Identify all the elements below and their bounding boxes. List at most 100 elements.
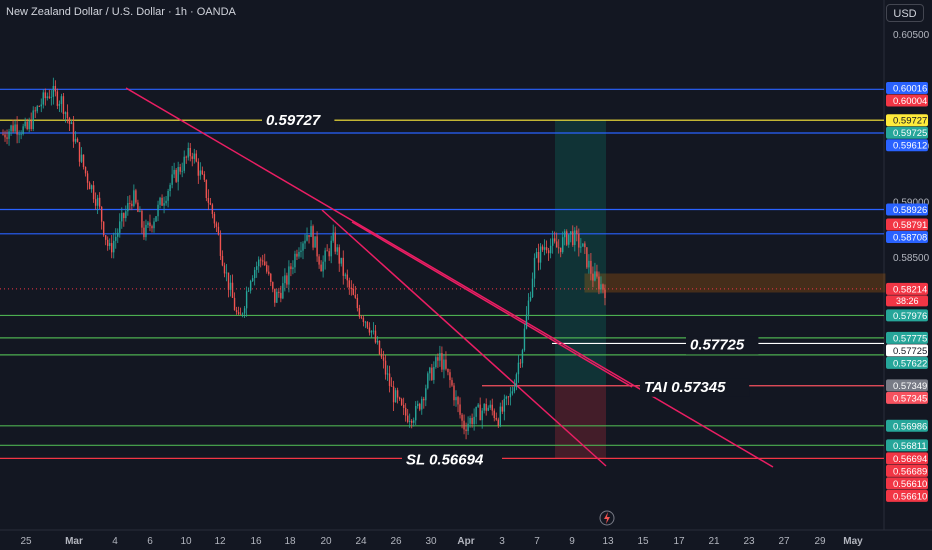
candle-body <box>284 275 286 284</box>
candle-body <box>596 271 598 277</box>
candle-body <box>74 138 77 142</box>
candle-body <box>533 257 536 279</box>
chart-title: New Zealand Dollar / U.S. Dollar · 1h · … <box>6 6 236 18</box>
price-axis-badge <box>886 94 928 107</box>
candle-body <box>109 243 111 246</box>
candle-body <box>388 373 391 386</box>
candle-body <box>342 257 344 276</box>
x-tick-label: 7 <box>534 536 540 547</box>
candle-body <box>185 156 187 158</box>
candle-body <box>312 226 314 248</box>
currency-button[interactable]: USD <box>886 4 924 22</box>
candle-body <box>427 373 429 389</box>
candle-body <box>151 226 153 229</box>
candle-body <box>221 255 224 266</box>
candle-body <box>50 96 53 98</box>
candle-body <box>441 353 443 370</box>
candle-body <box>161 197 163 206</box>
candle-body <box>18 134 20 136</box>
candle-body <box>102 221 105 236</box>
candle-body <box>523 328 526 351</box>
candle-body <box>229 282 232 290</box>
yellow-level-label: 0.59727 <box>266 112 321 129</box>
candle-body <box>48 96 51 98</box>
candle-body <box>88 182 91 190</box>
price-axis-badge <box>886 356 928 369</box>
candle-body <box>149 222 151 227</box>
candle-body <box>292 267 294 270</box>
price-axis-badge <box>886 114 928 127</box>
candle-body <box>469 417 471 424</box>
y-tick-label: 0.58500 <box>893 253 930 264</box>
candle-body <box>547 250 550 254</box>
candle-body <box>12 125 14 132</box>
candle-body <box>6 137 8 139</box>
price-axis-badge-label: 0.57976 <box>893 311 927 322</box>
white-level-label-bg <box>686 336 759 355</box>
candle-body <box>449 372 451 381</box>
candle-body <box>106 239 109 246</box>
candle-body <box>163 203 165 206</box>
price-axis-badge <box>886 419 928 432</box>
candle-body <box>56 91 59 106</box>
candle-body <box>586 247 588 268</box>
candle-body <box>445 359 447 369</box>
candle-body <box>362 317 365 323</box>
candle-body <box>527 300 530 315</box>
price-axis-badge-label: 0.57622 <box>893 358 927 369</box>
candle-body <box>483 403 485 411</box>
candle-body <box>80 154 83 162</box>
candle-body <box>495 418 497 420</box>
candle-body <box>223 265 226 274</box>
candle-body <box>555 241 558 248</box>
candle-body <box>276 291 278 303</box>
x-tick-label: 29 <box>814 536 826 547</box>
candle-body <box>171 174 173 185</box>
candle-body <box>145 224 147 238</box>
candle-body <box>557 247 560 249</box>
candle-body <box>119 221 121 233</box>
candle-body <box>421 398 423 410</box>
candle-body <box>413 420 415 423</box>
price-axis-badge <box>886 309 928 322</box>
candle-body <box>111 243 113 253</box>
candle-body <box>465 429 467 432</box>
y-tick-label: 0.60500 <box>893 30 930 41</box>
candle-body <box>255 266 258 270</box>
candle-body <box>14 124 16 132</box>
candle-body <box>84 166 87 174</box>
candle-body <box>28 120 30 130</box>
candle-body <box>203 174 206 180</box>
candle-body <box>584 243 586 248</box>
candle-body <box>209 202 212 205</box>
candle-body <box>235 310 238 313</box>
candle-body <box>86 173 89 183</box>
white-level-label: 0.57725 <box>690 336 745 353</box>
candle-body <box>308 235 310 237</box>
candle-body <box>568 234 570 245</box>
candle-body <box>26 121 28 130</box>
x-tick-label: Mar <box>65 536 83 547</box>
candle-body <box>205 179 208 198</box>
candle-body <box>386 373 389 375</box>
candle-body <box>233 297 236 311</box>
candle-body <box>278 291 280 293</box>
candle-body <box>580 246 582 248</box>
candle-body <box>131 203 133 207</box>
candle-body <box>507 396 510 398</box>
x-tick-label: 24 <box>355 536 367 547</box>
candle-body <box>100 206 103 222</box>
candle-body <box>481 410 483 421</box>
price-axis-badge-label: 0.60016 <box>893 83 927 94</box>
candle-body <box>485 403 487 411</box>
candle-body <box>368 327 371 333</box>
candle-body <box>243 308 246 314</box>
stop-loss-zone <box>555 385 606 459</box>
candle-body <box>294 253 296 268</box>
candle-body <box>16 124 18 135</box>
price-axis-badge-label: 0.57775 <box>893 333 927 344</box>
price-axis-badge-label: 0.59725 <box>893 128 927 139</box>
sl-level-label-bg <box>402 451 502 470</box>
candle-body <box>453 385 455 401</box>
